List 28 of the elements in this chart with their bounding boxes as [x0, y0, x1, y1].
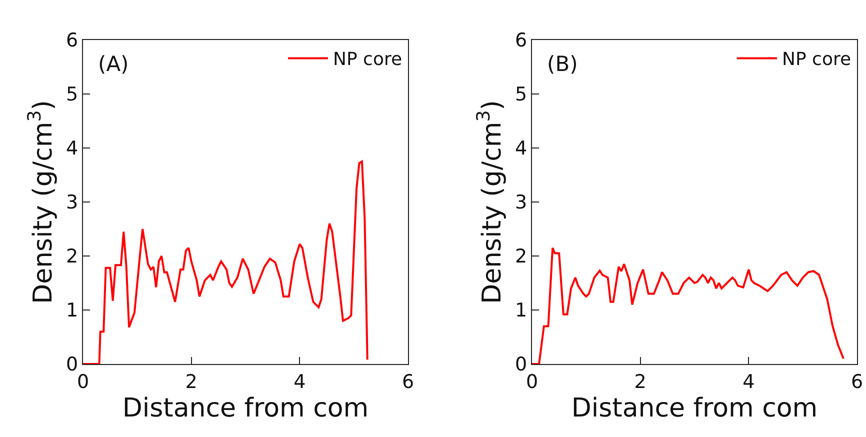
x-tick-label: 4	[294, 370, 306, 393]
y-tick-label: 2	[515, 246, 528, 268]
y-tick-label: 3	[515, 192, 528, 214]
legend-label: NP core	[782, 49, 852, 70]
x-axis-title: Distance from com	[122, 394, 369, 424]
y-tick-label: 6	[66, 30, 78, 52]
y-tick-label: 0	[66, 354, 78, 376]
y-tick-label: 4	[515, 138, 528, 160]
line-series	[532, 246, 844, 364]
y-tick-label: 6	[515, 30, 528, 52]
y-tick-label: 2	[66, 246, 78, 268]
annotation: (A)	[98, 52, 129, 76]
x-tick-label: 6	[402, 370, 414, 393]
y-tick-label: 1	[66, 300, 78, 322]
line-series	[83, 160, 368, 364]
x-tick-label: 2	[185, 370, 198, 393]
y-tick-label: 5	[515, 84, 528, 106]
x-axis-title: Distance from com	[571, 394, 818, 424]
annotation: (B)	[547, 52, 578, 76]
y-tick-label: 1	[515, 300, 528, 322]
x-tick-label: 2	[634, 370, 646, 393]
x-tick-label: 6	[850, 370, 864, 393]
y-tick-label: 0	[515, 354, 528, 376]
legend-label: NP core	[333, 49, 402, 70]
x-tick-label: 4	[742, 370, 755, 393]
y-tick-label: 4	[66, 138, 78, 160]
y-tick-label: 3	[66, 192, 78, 214]
y-tick-label: 5	[66, 84, 78, 106]
